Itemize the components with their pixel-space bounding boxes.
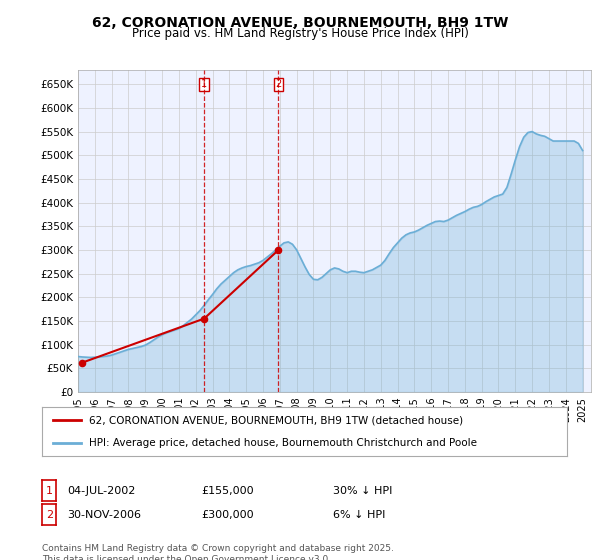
Point <box>199 314 209 323</box>
Text: 62, CORONATION AVENUE, BOURNEMOUTH, BH9 1TW: 62, CORONATION AVENUE, BOURNEMOUTH, BH9 … <box>92 16 508 30</box>
Text: £300,000: £300,000 <box>201 510 254 520</box>
Text: 30-NOV-2006: 30-NOV-2006 <box>67 510 141 520</box>
Text: 1: 1 <box>201 80 207 90</box>
Text: 62, CORONATION AVENUE, BOURNEMOUTH, BH9 1TW (detached house): 62, CORONATION AVENUE, BOURNEMOUTH, BH9 … <box>89 416 463 426</box>
Point <box>274 245 283 254</box>
Text: 2: 2 <box>275 80 281 90</box>
Text: 1: 1 <box>46 486 53 496</box>
Text: 6% ↓ HPI: 6% ↓ HPI <box>333 510 385 520</box>
Point <box>77 358 87 367</box>
Text: 30% ↓ HPI: 30% ↓ HPI <box>333 486 392 496</box>
Text: 2: 2 <box>46 510 53 520</box>
Text: 04-JUL-2002: 04-JUL-2002 <box>67 486 136 496</box>
Text: HPI: Average price, detached house, Bournemouth Christchurch and Poole: HPI: Average price, detached house, Bour… <box>89 438 477 448</box>
Text: £155,000: £155,000 <box>201 486 254 496</box>
Text: Contains HM Land Registry data © Crown copyright and database right 2025.
This d: Contains HM Land Registry data © Crown c… <box>42 544 394 560</box>
Text: Price paid vs. HM Land Registry's House Price Index (HPI): Price paid vs. HM Land Registry's House … <box>131 27 469 40</box>
